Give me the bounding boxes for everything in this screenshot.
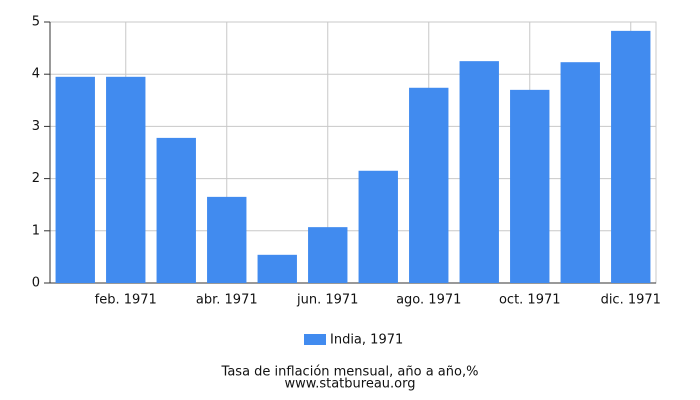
bar (358, 170, 398, 283)
x-tick-label: jun. 1971 (296, 293, 358, 308)
y-tick-label: 2 (32, 171, 40, 186)
bar (156, 137, 196, 283)
bar (409, 87, 449, 283)
bar (459, 61, 499, 284)
x-tick-label: feb. 1971 (95, 293, 157, 308)
y-tick-label: 3 (32, 119, 40, 134)
x-tick-label: ago. 1971 (396, 293, 461, 308)
chart-title: Tasa de inflación mensual, año a año,% (221, 365, 479, 380)
x-tick-label: oct. 1971 (499, 293, 561, 308)
bar (55, 76, 95, 283)
bar (106, 76, 146, 283)
y-tick-label: 4 (32, 67, 40, 82)
legend-label: India, 1971 (330, 333, 403, 348)
y-tick-label: 5 (32, 15, 40, 30)
y-tick-label: 1 (32, 223, 40, 238)
x-tick-label: dic. 1971 (601, 293, 661, 308)
y-tick-label: 0 (32, 276, 40, 291)
bar (611, 30, 651, 284)
x-tick-label: abr. 1971 (196, 293, 258, 308)
bar (257, 254, 297, 283)
source: www.statbureau.org (285, 377, 416, 392)
bar (510, 89, 550, 283)
legend-swatch (304, 334, 326, 345)
bar (308, 227, 348, 283)
bar (207, 196, 247, 283)
bar (560, 62, 600, 283)
